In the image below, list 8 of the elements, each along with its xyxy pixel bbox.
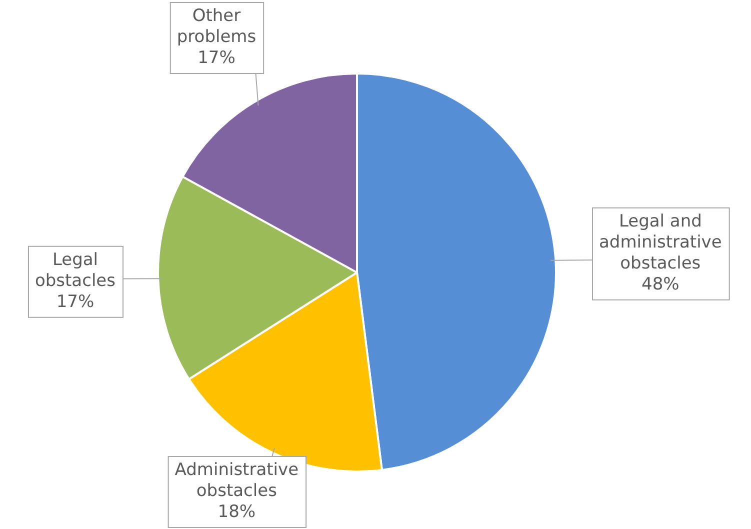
data-label: 17%: [56, 292, 94, 312]
slice-label: Administrative obstacles: [174, 460, 299, 501]
slice-label: Legal and administrative obstacles: [598, 211, 722, 274]
slice-label: Other problems: [176, 6, 256, 47]
data-label: 17%: [198, 48, 236, 68]
data-label: 18%: [218, 502, 256, 522]
slice-label: Legal obstacles: [34, 250, 116, 291]
data-label: 48%: [642, 274, 680, 294]
